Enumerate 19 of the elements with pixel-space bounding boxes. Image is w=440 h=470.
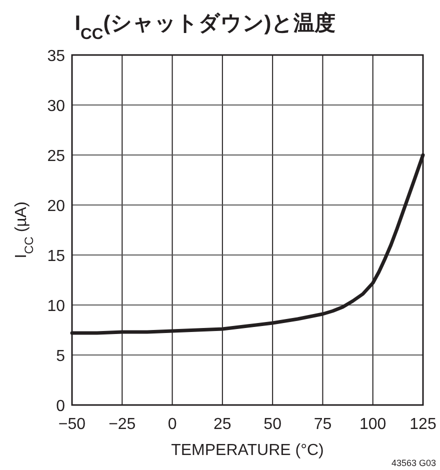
- y-tick-label: 30: [47, 98, 66, 115]
- y-tick-label: 35: [47, 48, 66, 65]
- y-tick-label: 15: [47, 248, 66, 265]
- x-tick-label: 100: [360, 416, 386, 433]
- x-tick-label: 125: [410, 416, 436, 433]
- text: 43563 G03: [391, 458, 436, 468]
- x-tick-label: 0: [168, 416, 177, 433]
- x-tick-label: 25: [214, 416, 232, 433]
- x-tick-label: −50: [58, 416, 86, 433]
- y-tick-label: 20: [47, 198, 66, 215]
- y-tick-label: 10: [47, 298, 66, 315]
- y-tick-label: 0: [56, 398, 66, 415]
- y-tick-label: 5: [56, 348, 66, 365]
- x-tick-label: −25: [108, 416, 136, 433]
- chart-title: I$_{CC}$(シャットダウン)と温度: [74, 11, 336, 42]
- x-tick-label: 50: [264, 416, 282, 433]
- y-tick-label: 25: [47, 148, 66, 165]
- x-tick-label: 75: [314, 416, 332, 433]
- x-axis-title: TEMPERATURE (°C): [171, 442, 324, 459]
